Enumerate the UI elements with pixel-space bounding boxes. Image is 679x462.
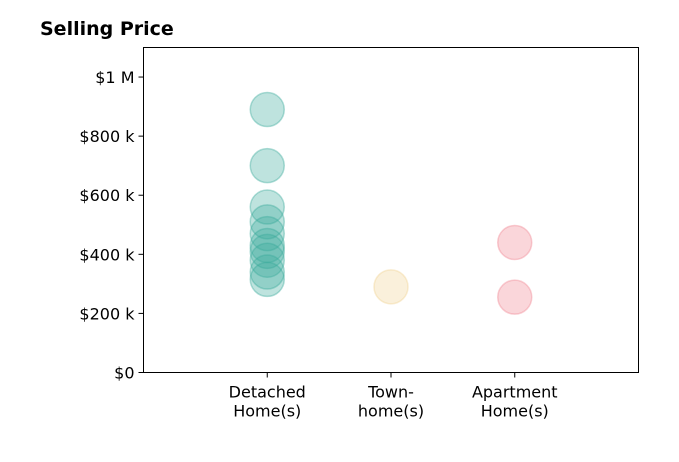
data-point (249, 242, 285, 278)
x-tick-label: Town-home(s) (358, 383, 424, 421)
x-tick-label: Detached Home(s) (229, 383, 306, 421)
y-tick-label: $0 (114, 364, 134, 383)
plot-area-frame (143, 47, 639, 373)
chart-title: Selling Price (40, 18, 174, 40)
x-axis: Detached Home(s)Town-home(s)Apartment Home… (229, 372, 558, 421)
data-point (249, 261, 285, 298)
x-tick-label-line: home(s) (358, 402, 424, 421)
data-point (249, 215, 285, 252)
y-tick-label: $800 k (79, 127, 135, 146)
data-point (249, 204, 285, 240)
data-point (249, 91, 285, 128)
y-tick-label: $1 M (95, 68, 134, 87)
data-point (249, 147, 285, 184)
data-points (249, 91, 533, 315)
x-tick-label-line: Town- (367, 383, 414, 402)
y-axis: $0 $200 k $400 k $600 k $800 k $1 M (79, 68, 144, 383)
y-tick-label: $200 k (79, 304, 135, 323)
x-tick-label-line: Detached (229, 383, 306, 402)
data-point (249, 189, 285, 225)
data-point (497, 224, 533, 261)
x-tick-label-line: Apartment (472, 383, 558, 402)
y-tick-label: $600 k (79, 186, 135, 205)
x-tick-label: Apartment Home(s) (472, 383, 558, 421)
x-tick-label-line: Home(s) (481, 402, 549, 421)
data-point (249, 233, 285, 270)
data-point (249, 227, 285, 264)
x-tick-label-line: Home(s) (233, 402, 301, 421)
data-point (249, 254, 285, 290)
data-point (497, 279, 533, 315)
data-point (373, 269, 409, 305)
y-tick-label: $400 k (79, 245, 135, 264)
